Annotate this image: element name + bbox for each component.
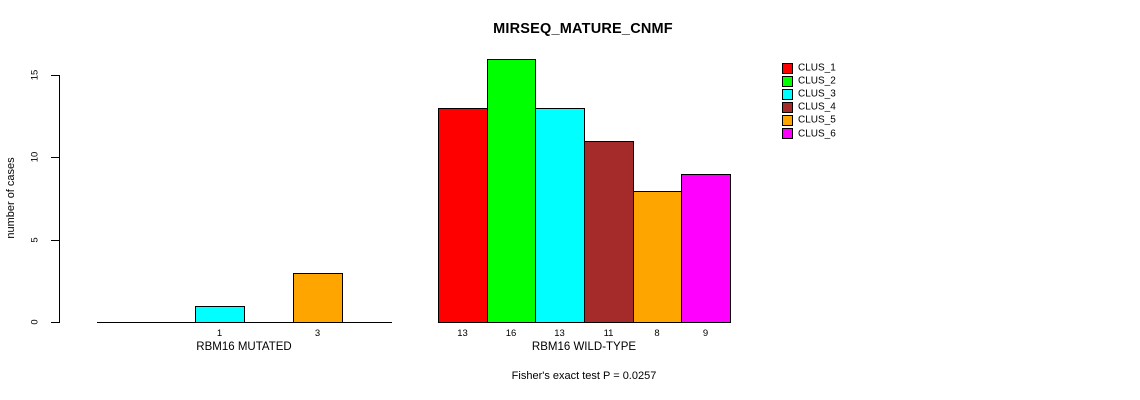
x-axis-group-label: RBM16 MUTATED bbox=[196, 341, 292, 353]
legend-item-label: CLUS_2 bbox=[798, 75, 836, 87]
bar-value-label: 16 bbox=[505, 328, 517, 339]
bar-value-label: 13 bbox=[554, 328, 565, 339]
legend-item-label: CLUS_6 bbox=[798, 128, 836, 139]
legend-swatch-clus_6 bbox=[782, 128, 793, 139]
y-axis-tick bbox=[51, 75, 59, 76]
legend-swatch-clus_5 bbox=[782, 114, 793, 126]
footnote: Fisher's exact test P = 0.0257 bbox=[511, 370, 657, 382]
bar-clus_6 bbox=[681, 174, 731, 323]
bar-value-label: 3 bbox=[314, 328, 321, 339]
y-tick-label: 10 bbox=[29, 151, 41, 163]
bar-value-label: 8 bbox=[654, 328, 660, 339]
y-tick-label: 5 bbox=[29, 237, 41, 243]
x-axis-group-label: RBM16 WILD-TYPE bbox=[531, 341, 637, 353]
legend-item-label: CLUS_3 bbox=[798, 88, 836, 100]
y-axis-tick bbox=[51, 240, 59, 241]
bar-value-label: 13 bbox=[457, 328, 468, 339]
y-tick-label: 0 bbox=[29, 319, 41, 325]
legend-swatch-clus_1 bbox=[782, 62, 793, 74]
bar-clus_4 bbox=[584, 141, 634, 323]
y-axis-title: number of cases bbox=[5, 157, 17, 239]
bar-clus_5 bbox=[633, 191, 682, 323]
legend-swatch-clus_2 bbox=[782, 75, 793, 87]
bar-clus_1 bbox=[438, 108, 488, 323]
y-axis-tick bbox=[51, 157, 59, 158]
y-axis-line bbox=[59, 75, 60, 323]
bar-clus_3 bbox=[195, 306, 245, 323]
bar-clus_5 bbox=[293, 273, 343, 323]
y-tick-label: 15 bbox=[29, 69, 41, 81]
bar-clus_3 bbox=[535, 108, 585, 323]
legend-swatch-clus_3 bbox=[782, 88, 793, 100]
chart-title: MIRSEQ_MATURE_CNMF bbox=[493, 21, 673, 37]
legend-item-label: CLUS_4 bbox=[798, 101, 836, 113]
bar-value-label: 11 bbox=[603, 328, 614, 339]
bar-clus_2 bbox=[487, 59, 536, 323]
legend-item-label: CLUS_5 bbox=[798, 114, 836, 126]
bar-value-label: 9 bbox=[702, 328, 709, 339]
y-axis-tick bbox=[51, 322, 59, 323]
legend-item-label: CLUS_1 bbox=[798, 62, 836, 74]
legend-swatch-clus_4 bbox=[782, 101, 793, 113]
bar-value-label: 1 bbox=[216, 328, 223, 339]
